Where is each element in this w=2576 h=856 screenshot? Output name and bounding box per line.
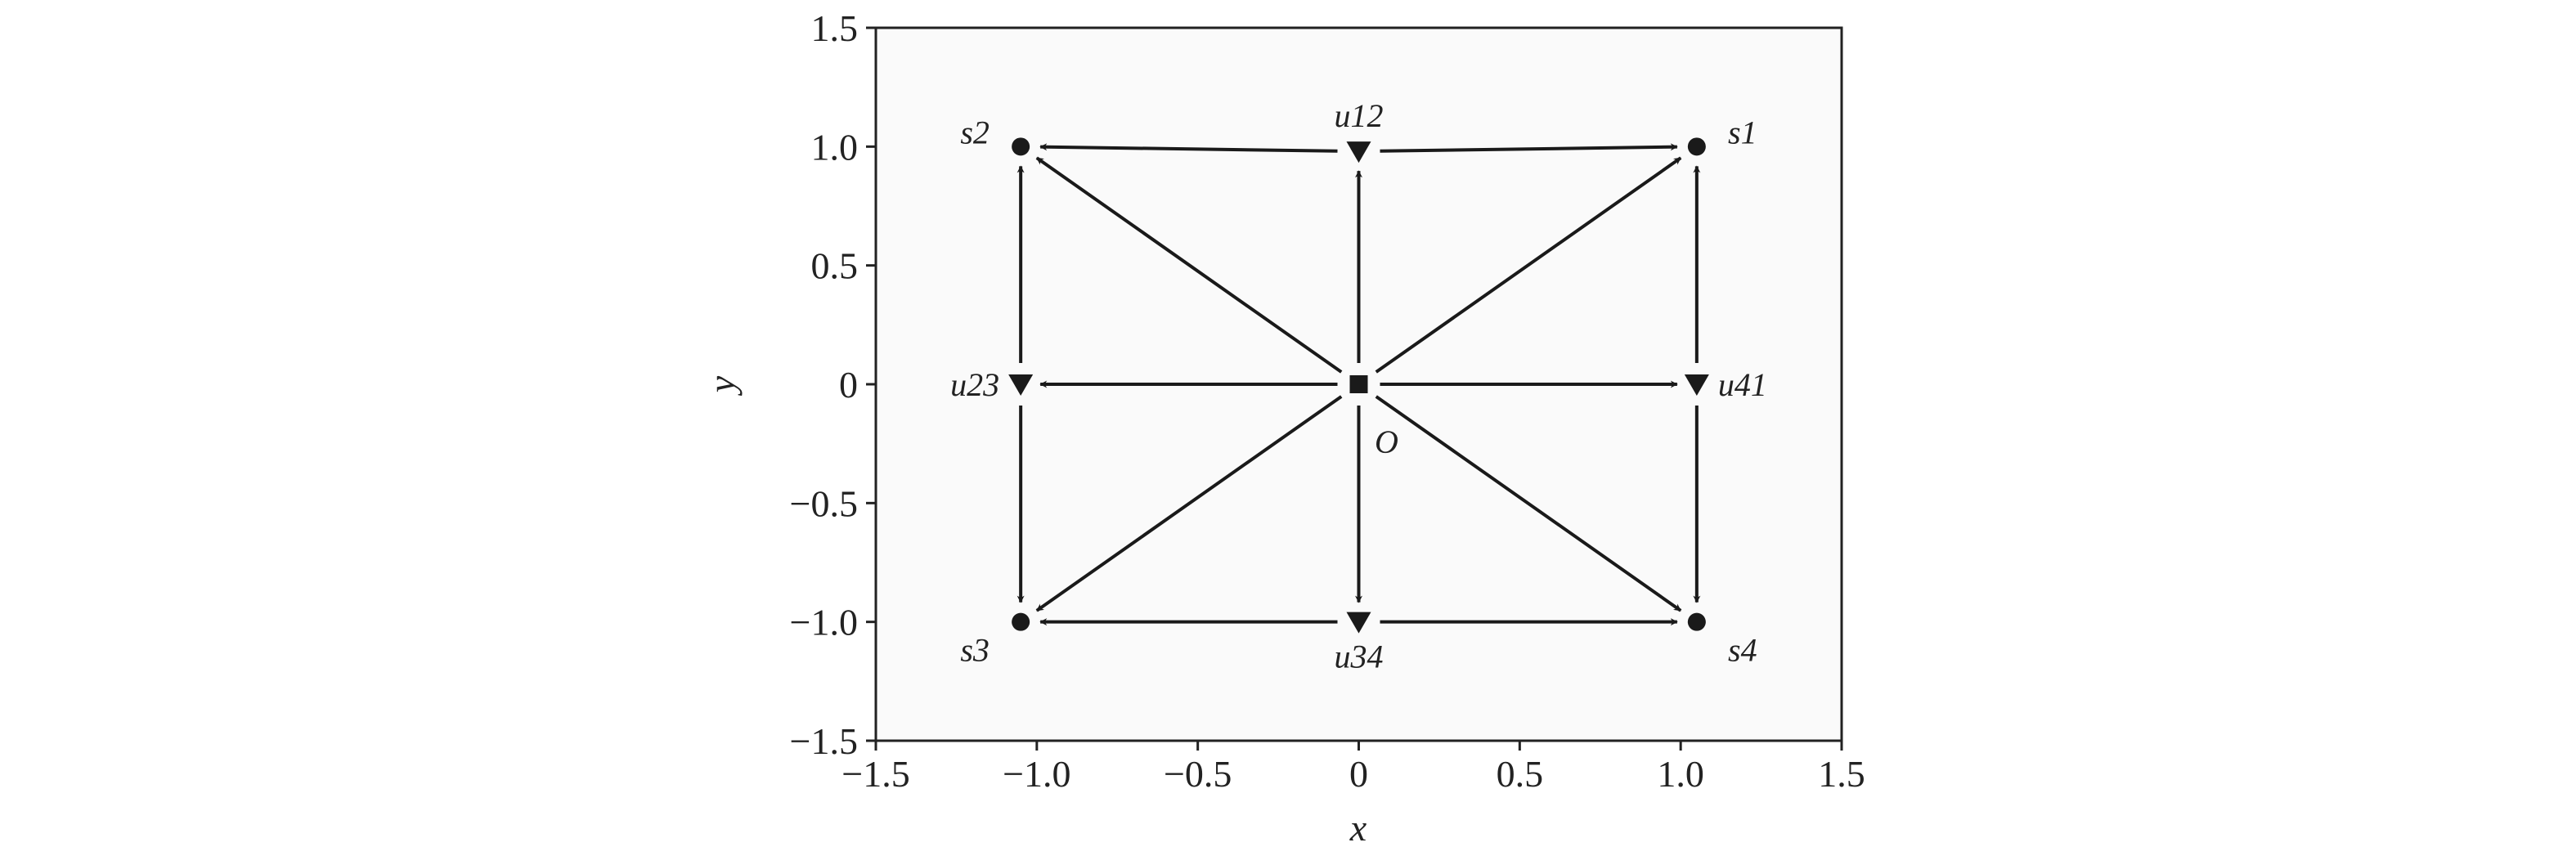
point [1012,137,1030,156]
y-tick-label: 1.0 [811,126,859,168]
point-label: O [1375,424,1398,460]
arrow [1375,156,1682,374]
arrow [1380,143,1678,153]
x-tick-label: −0.5 [1164,753,1232,795]
y-tick-label: 1.5 [811,7,859,49]
x-tick-label: −1.0 [1003,753,1070,795]
x-tick-label: 0.5 [1497,753,1544,795]
y-tick-label: −1.5 [790,720,858,762]
point [1687,137,1706,156]
y-tick-label: −0.5 [790,482,858,524]
x-axis-label: x [1349,807,1367,849]
y-tick-label: 0 [839,364,858,406]
point [1008,374,1034,396]
y-tick-label: −1.0 [790,602,858,643]
point-label: s3 [960,632,990,669]
point [1012,612,1030,631]
x-tick-label: 1.0 [1657,753,1704,795]
point [1684,374,1709,396]
y-tick-label: 0.5 [811,245,859,287]
point-label: u34 [1335,639,1384,675]
point-label: s4 [1728,632,1757,669]
point-label: s1 [1728,114,1757,150]
point-label: s2 [960,114,990,150]
arrow [1039,143,1338,153]
x-tick-label: −1.5 [841,753,909,795]
x-tick-label: 0 [1349,753,1368,795]
point-label: u12 [1335,97,1384,134]
y-axis-label: y [701,375,743,396]
point [1687,612,1706,631]
point-label: u41 [1718,366,1767,403]
arrow [1035,395,1343,612]
x-tick-label: 1.5 [1818,753,1865,795]
point-label: u23 [950,366,999,403]
point [1346,141,1371,164]
point [1346,612,1371,634]
arrow [1375,395,1682,612]
arrow [1035,156,1343,374]
point [1349,375,1368,393]
